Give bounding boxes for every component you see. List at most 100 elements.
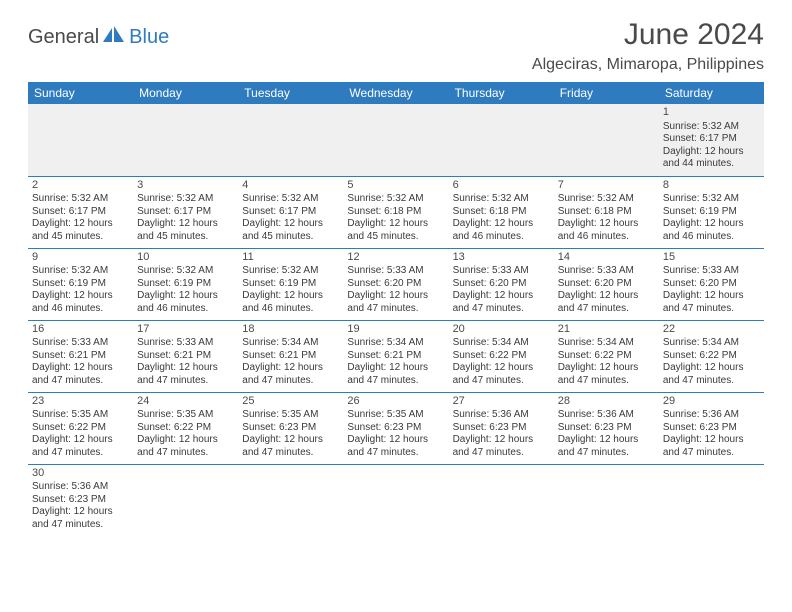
sunset-line: Sunset: 6:18 PM (347, 206, 444, 219)
daylight-line: Daylight: 12 hours and 47 minutes. (32, 434, 129, 459)
daylight-line: Daylight: 12 hours and 46 minutes. (558, 218, 655, 243)
day-number: 8 (663, 179, 760, 193)
calendar-day-cell: 16Sunrise: 5:33 AMSunset: 6:21 PMDayligh… (28, 320, 133, 392)
daylight-line: Daylight: 12 hours and 45 minutes. (32, 218, 129, 243)
calendar-day-cell: 12Sunrise: 5:33 AMSunset: 6:20 PMDayligh… (343, 248, 448, 320)
sunset-line: Sunset: 6:19 PM (137, 278, 234, 291)
calendar-day-cell: 5Sunrise: 5:32 AMSunset: 6:18 PMDaylight… (343, 176, 448, 248)
day-number: 1 (663, 106, 760, 120)
sunrise-line: Sunrise: 5:34 AM (347, 337, 444, 350)
calendar-day-cell: 24Sunrise: 5:35 AMSunset: 6:22 PMDayligh… (133, 392, 238, 464)
sunset-line: Sunset: 6:19 PM (663, 206, 760, 219)
weekday-header: Saturday (659, 82, 764, 104)
sunset-line: Sunset: 6:20 PM (347, 278, 444, 291)
sunrise-line: Sunrise: 5:32 AM (663, 193, 760, 206)
calendar-day-cell: 1Sunrise: 5:32 AMSunset: 6:17 PMDaylight… (659, 104, 764, 176)
day-number: 3 (137, 179, 234, 193)
sunset-line: Sunset: 6:17 PM (137, 206, 234, 219)
brand-text-general: General (28, 26, 99, 49)
day-number: 17 (137, 323, 234, 337)
sunset-line: Sunset: 6:21 PM (32, 350, 129, 363)
calendar-empty-cell (449, 464, 554, 536)
day-number: 11 (242, 251, 339, 265)
daylight-line: Daylight: 12 hours and 47 minutes. (663, 362, 760, 387)
calendar-day-cell: 26Sunrise: 5:35 AMSunset: 6:23 PMDayligh… (343, 392, 448, 464)
daylight-line: Daylight: 12 hours and 47 minutes. (137, 434, 234, 459)
calendar-day-cell: 6Sunrise: 5:32 AMSunset: 6:18 PMDaylight… (449, 176, 554, 248)
day-number: 25 (242, 395, 339, 409)
sunset-line: Sunset: 6:21 PM (242, 350, 339, 363)
brand-sail-icon (103, 26, 125, 49)
brand-text-blue: Blue (129, 26, 169, 49)
calendar-empty-cell (28, 104, 133, 176)
calendar-day-cell: 29Sunrise: 5:36 AMSunset: 6:23 PMDayligh… (659, 392, 764, 464)
daylight-line: Daylight: 12 hours and 47 minutes. (453, 290, 550, 315)
calendar-body: 1Sunrise: 5:32 AMSunset: 6:17 PMDaylight… (28, 104, 764, 536)
sunrise-line: Sunrise: 5:33 AM (453, 265, 550, 278)
weekday-header: Sunday (28, 82, 133, 104)
sunrise-line: Sunrise: 5:35 AM (32, 409, 129, 422)
weekday-header: Monday (133, 82, 238, 104)
calendar-empty-cell (554, 464, 659, 536)
daylight-line: Daylight: 12 hours and 44 minutes. (663, 146, 760, 171)
sunrise-line: Sunrise: 5:35 AM (347, 409, 444, 422)
calendar-day-cell: 3Sunrise: 5:32 AMSunset: 6:17 PMDaylight… (133, 176, 238, 248)
daylight-line: Daylight: 12 hours and 47 minutes. (558, 290, 655, 315)
daylight-line: Daylight: 12 hours and 47 minutes. (453, 434, 550, 459)
calendar-day-cell: 20Sunrise: 5:34 AMSunset: 6:22 PMDayligh… (449, 320, 554, 392)
day-number: 28 (558, 395, 655, 409)
sunset-line: Sunset: 6:21 PM (137, 350, 234, 363)
calendar-day-cell: 14Sunrise: 5:33 AMSunset: 6:20 PMDayligh… (554, 248, 659, 320)
calendar-empty-cell (343, 464, 448, 536)
sunrise-line: Sunrise: 5:36 AM (558, 409, 655, 422)
day-number: 21 (558, 323, 655, 337)
sunset-line: Sunset: 6:22 PM (453, 350, 550, 363)
calendar-day-cell: 2Sunrise: 5:32 AMSunset: 6:17 PMDaylight… (28, 176, 133, 248)
calendar-day-cell: 15Sunrise: 5:33 AMSunset: 6:20 PMDayligh… (659, 248, 764, 320)
sunset-line: Sunset: 6:21 PM (347, 350, 444, 363)
daylight-line: Daylight: 12 hours and 47 minutes. (32, 506, 129, 531)
sunset-line: Sunset: 6:23 PM (453, 422, 550, 435)
calendar-week-row: 16Sunrise: 5:33 AMSunset: 6:21 PMDayligh… (28, 320, 764, 392)
sunrise-line: Sunrise: 5:33 AM (347, 265, 444, 278)
day-number: 30 (32, 467, 129, 481)
calendar-day-cell: 9Sunrise: 5:32 AMSunset: 6:19 PMDaylight… (28, 248, 133, 320)
calendar-week-row: 2Sunrise: 5:32 AMSunset: 6:17 PMDaylight… (28, 176, 764, 248)
weekday-header: Tuesday (238, 82, 343, 104)
sunrise-line: Sunrise: 5:32 AM (347, 193, 444, 206)
calendar-week-row: 23Sunrise: 5:35 AMSunset: 6:22 PMDayligh… (28, 392, 764, 464)
weekday-header: Friday (554, 82, 659, 104)
daylight-line: Daylight: 12 hours and 47 minutes. (663, 290, 760, 315)
calendar-day-cell: 27Sunrise: 5:36 AMSunset: 6:23 PMDayligh… (449, 392, 554, 464)
daylight-line: Daylight: 12 hours and 46 minutes. (453, 218, 550, 243)
sunset-line: Sunset: 6:23 PM (347, 422, 444, 435)
calendar-header-row: SundayMondayTuesdayWednesdayThursdayFrid… (28, 82, 764, 104)
calendar-day-cell: 11Sunrise: 5:32 AMSunset: 6:19 PMDayligh… (238, 248, 343, 320)
calendar-day-cell: 10Sunrise: 5:32 AMSunset: 6:19 PMDayligh… (133, 248, 238, 320)
calendar-day-cell: 23Sunrise: 5:35 AMSunset: 6:22 PMDayligh… (28, 392, 133, 464)
sunrise-line: Sunrise: 5:34 AM (558, 337, 655, 350)
calendar-day-cell: 21Sunrise: 5:34 AMSunset: 6:22 PMDayligh… (554, 320, 659, 392)
sunset-line: Sunset: 6:17 PM (32, 206, 129, 219)
sunrise-line: Sunrise: 5:33 AM (663, 265, 760, 278)
daylight-line: Daylight: 12 hours and 47 minutes. (242, 362, 339, 387)
sunrise-line: Sunrise: 5:36 AM (453, 409, 550, 422)
sunset-line: Sunset: 6:23 PM (558, 422, 655, 435)
sunrise-line: Sunrise: 5:32 AM (558, 193, 655, 206)
daylight-line: Daylight: 12 hours and 47 minutes. (558, 362, 655, 387)
sunset-line: Sunset: 6:17 PM (663, 133, 760, 146)
sunset-line: Sunset: 6:22 PM (558, 350, 655, 363)
calendar-day-cell: 7Sunrise: 5:32 AMSunset: 6:18 PMDaylight… (554, 176, 659, 248)
sunset-line: Sunset: 6:17 PM (242, 206, 339, 219)
sunset-line: Sunset: 6:22 PM (137, 422, 234, 435)
sunrise-line: Sunrise: 5:32 AM (242, 265, 339, 278)
daylight-line: Daylight: 12 hours and 47 minutes. (137, 362, 234, 387)
sunset-line: Sunset: 6:23 PM (32, 494, 129, 507)
sunset-line: Sunset: 6:19 PM (242, 278, 339, 291)
title-block: June 2024 Algeciras, Mimaropa, Philippin… (532, 18, 764, 80)
sunset-line: Sunset: 6:20 PM (453, 278, 550, 291)
calendar-table: SundayMondayTuesdayWednesdayThursdayFrid… (28, 82, 764, 536)
calendar-empty-cell (449, 104, 554, 176)
calendar-day-cell: 17Sunrise: 5:33 AMSunset: 6:21 PMDayligh… (133, 320, 238, 392)
sunset-line: Sunset: 6:22 PM (663, 350, 760, 363)
